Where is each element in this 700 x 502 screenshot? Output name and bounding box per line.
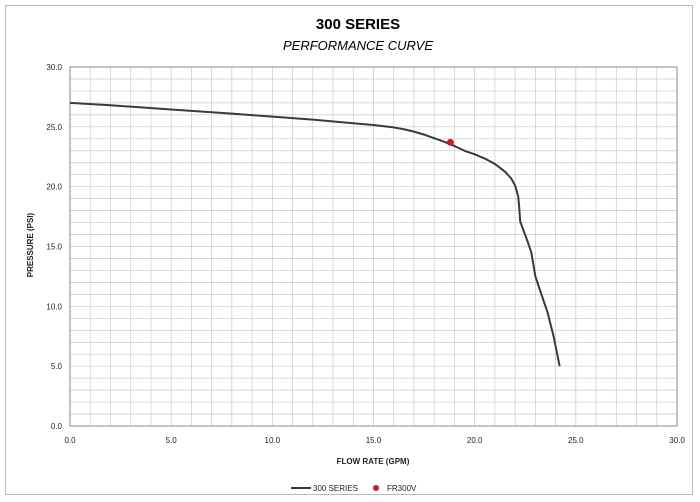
chart-subtitle: PERFORMANCE CURVE	[283, 38, 433, 53]
x-tick-label: 5.0	[166, 436, 178, 445]
x-tick-label: 10.0	[265, 436, 281, 445]
data-point-fr300v	[446, 138, 454, 146]
x-tick-label: 20.0	[467, 436, 483, 445]
legend: 300 SERIES FR300V	[291, 484, 417, 493]
plot-area-border	[69, 66, 678, 427]
legend-label-fr300v: FR300V	[387, 484, 417, 493]
y-tick-label: 10.0	[46, 302, 62, 311]
chart-frame	[5, 5, 693, 495]
x-tick-label: 0.0	[64, 436, 76, 445]
x-axis-ticks: 0.0 5.0 10.0 15.0 20.0 25.0 30.0	[64, 436, 685, 445]
y-tick-label: 30.0	[46, 63, 62, 72]
y-tick-label: 5.0	[51, 362, 63, 371]
legend-label-300-series: 300 SERIES	[313, 484, 358, 493]
y-tick-label: 0.0	[51, 422, 63, 431]
y-axis-label: PRESSURE (PSI)	[26, 212, 35, 277]
x-tick-label: 30.0	[669, 436, 685, 445]
x-tick-label: 15.0	[366, 436, 382, 445]
y-axis-ticks: 0.0 5.0 10.0 15.0 20.0 25.0 30.0	[46, 63, 62, 431]
legend-point-swatch	[373, 485, 379, 491]
y-tick-label: 25.0	[46, 123, 62, 132]
chart-title: 300 SERIES	[316, 16, 400, 33]
series-line-300-series	[69, 101, 561, 367]
series-layer	[69, 101, 561, 367]
x-tick-label: 25.0	[568, 436, 584, 445]
y-tick-label: 15.0	[46, 243, 62, 252]
grid	[69, 66, 678, 427]
x-axis-label: FLOW RATE (GPM)	[337, 457, 410, 466]
y-tick-label: 20.0	[46, 183, 62, 192]
